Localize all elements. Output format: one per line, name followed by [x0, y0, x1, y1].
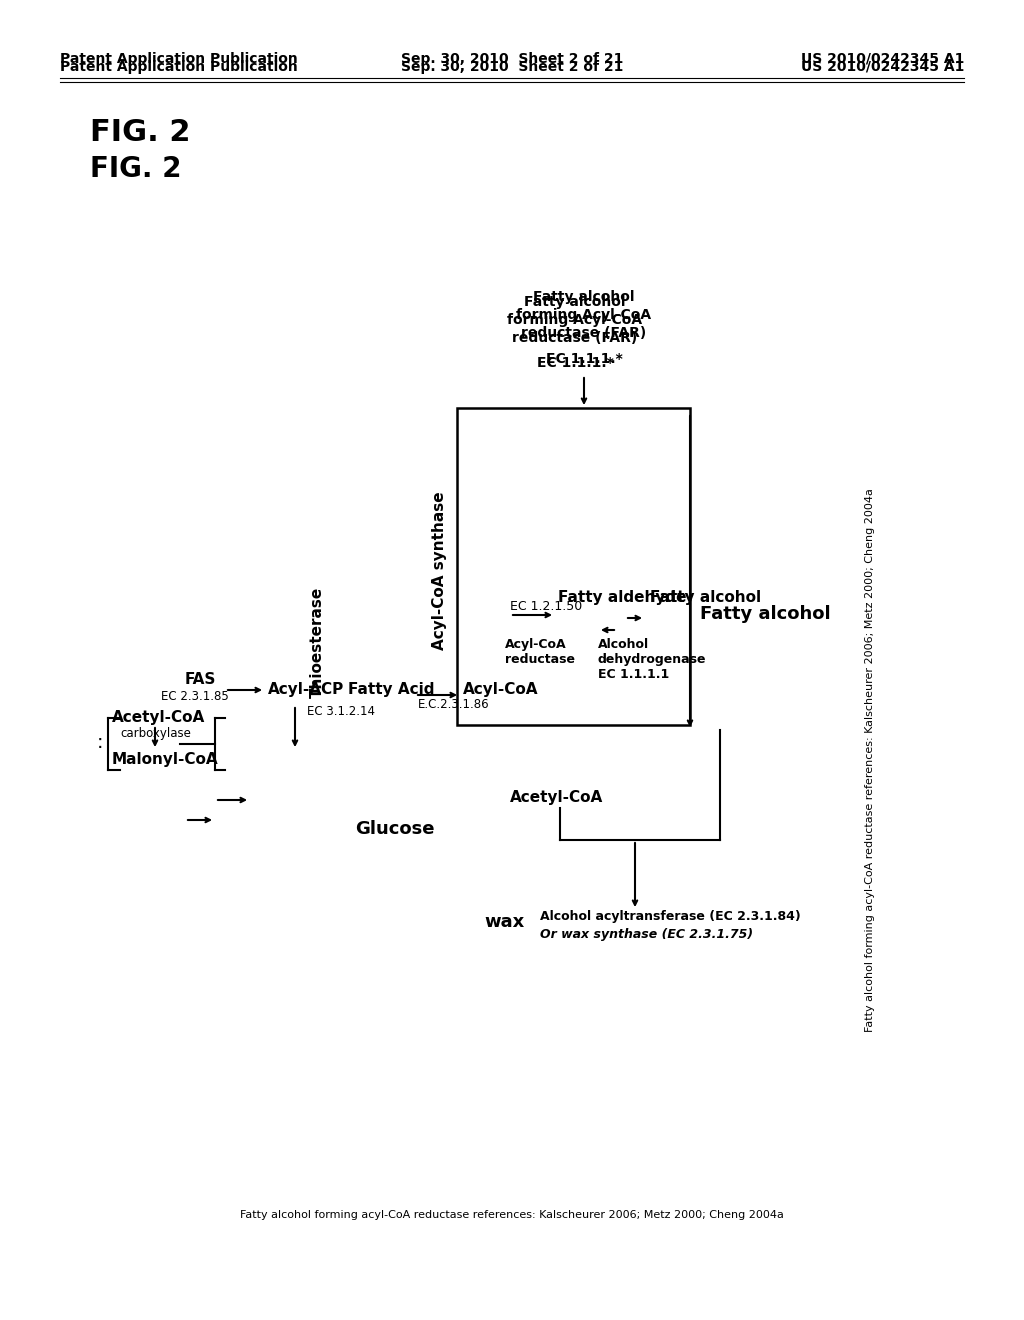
Text: reductase (FAR): reductase (FAR)	[512, 331, 638, 345]
Text: Sep. 30, 2010  Sheet 2 of 21: Sep. 30, 2010 Sheet 2 of 21	[400, 59, 624, 74]
Text: Fatty alcohol: Fatty alcohol	[524, 294, 626, 309]
Text: Or wax synthase (EC 2.3.1.75): Or wax synthase (EC 2.3.1.75)	[540, 928, 753, 941]
Text: Acyl-CoA: Acyl-CoA	[505, 638, 566, 651]
Text: Fatty alcohol: Fatty alcohol	[650, 590, 761, 605]
Text: EC 1.1.1.*: EC 1.1.1.*	[537, 356, 613, 370]
Text: Malonyl-CoA: Malonyl-CoA	[112, 752, 219, 767]
Text: forming Acyl-CoA: forming Acyl-CoA	[516, 308, 651, 322]
Text: EC 1.2.1.50: EC 1.2.1.50	[510, 601, 583, 612]
Text: Alcohol acyltransferase (EC 2.3.1.84): Alcohol acyltransferase (EC 2.3.1.84)	[540, 909, 801, 923]
Text: EC 2.3.1.85: EC 2.3.1.85	[161, 690, 229, 704]
Text: Patent Application Publication: Patent Application Publication	[60, 59, 298, 74]
Bar	[457, 408, 690, 725]
Text: Fatty alcohol forming acyl-CoA reductase references: Kalscheurer 2006; Metz 2000: Fatty alcohol forming acyl-CoA reductase…	[240, 1210, 784, 1220]
Text: Fatty alcohol forming acyl-CoA reductase references: Kalscheurer 2006; Metz 2000: Fatty alcohol forming acyl-CoA reductase…	[865, 488, 874, 1032]
Text: FIG. 2: FIG. 2	[90, 117, 190, 147]
Text: Fatty alcohol: Fatty alcohol	[700, 605, 830, 623]
Text: Glucose: Glucose	[355, 820, 434, 838]
Text: forming Acyl-CoA: forming Acyl-CoA	[508, 313, 643, 327]
Text: Fatty alcohol: Fatty alcohol	[534, 290, 635, 304]
Text: Patent Application Publication: Patent Application Publication	[60, 51, 298, 66]
Text: E.C.2.3.1.86: E.C.2.3.1.86	[418, 698, 489, 711]
Text: Alcohol: Alcohol	[598, 638, 649, 651]
Text: Acyl-ACP: Acyl-ACP	[268, 682, 344, 697]
Text: Thioesterase: Thioesterase	[310, 587, 325, 698]
Text: FIG. 2: FIG. 2	[90, 154, 181, 183]
Text: Fatty aldehyde: Fatty aldehyde	[558, 590, 686, 605]
Text: Acetyl-CoA: Acetyl-CoA	[510, 789, 603, 805]
Text: reductase (FAR): reductase (FAR)	[521, 326, 646, 341]
Text: dehydrogenase: dehydrogenase	[598, 653, 707, 667]
Text: US 2010/0242345 A1: US 2010/0242345 A1	[801, 59, 964, 74]
Text: reductase: reductase	[505, 653, 575, 667]
Text: Acyl-CoA synthase: Acyl-CoA synthase	[432, 491, 447, 649]
Text: Sep. 30, 2010  Sheet 2 of 21: Sep. 30, 2010 Sheet 2 of 21	[400, 51, 624, 66]
Text: Acyl-CoA: Acyl-CoA	[463, 682, 539, 697]
Text: EC 1.1.1.1: EC 1.1.1.1	[598, 668, 670, 681]
Text: :: :	[96, 733, 103, 751]
Text: wax: wax	[484, 913, 524, 931]
Text: EC 1.1.1.*: EC 1.1.1.*	[546, 352, 623, 366]
Text: Fatty Acid: Fatty Acid	[348, 682, 434, 697]
Text: Acetyl-CoA: Acetyl-CoA	[112, 710, 205, 725]
Text: US 2010/0242345 A1: US 2010/0242345 A1	[801, 51, 964, 66]
Text: carboxylase: carboxylase	[120, 726, 190, 739]
Text: FAS: FAS	[184, 672, 216, 686]
Text: EC 3.1.2.14: EC 3.1.2.14	[307, 705, 375, 718]
